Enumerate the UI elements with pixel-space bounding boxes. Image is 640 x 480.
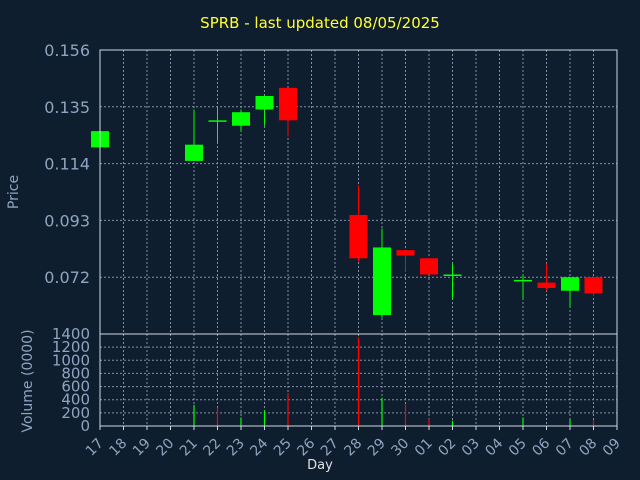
volume-tick-label: 800 bbox=[61, 364, 90, 382]
x-tick-label: 17 bbox=[83, 436, 107, 460]
x-tick-label: 04 bbox=[482, 435, 506, 459]
x-tick-label: 25 bbox=[271, 436, 295, 460]
candle-body bbox=[255, 95, 274, 110]
volume-tick-label: 1000 bbox=[52, 351, 90, 369]
volume-tick-label: 1400 bbox=[52, 325, 90, 343]
x-tick-label: 08 bbox=[576, 436, 600, 460]
candle-body bbox=[420, 258, 438, 275]
x-tick-label: 20 bbox=[153, 436, 177, 460]
x-axis-label: Day bbox=[307, 458, 333, 473]
x-tick-label: 22 bbox=[200, 436, 224, 460]
candle-body bbox=[514, 279, 532, 282]
x-tick-label: 30 bbox=[388, 436, 412, 460]
candle-body bbox=[232, 112, 250, 126]
candle-body bbox=[208, 120, 227, 122]
volume-tick-label: 200 bbox=[61, 404, 90, 422]
price-tick-label: 0.114 bbox=[44, 155, 90, 174]
volume-panel-frame bbox=[99, 333, 618, 427]
candle-body bbox=[443, 274, 462, 276]
volume-tick-label: 1200 bbox=[52, 338, 90, 356]
x-tick-label: 27 bbox=[318, 436, 342, 460]
x-tick-label: 21 bbox=[177, 436, 201, 460]
chart-title: SPRB - last updated 08/05/2025 bbox=[200, 14, 440, 32]
x-tick-label: 07 bbox=[553, 436, 577, 460]
price-tick-label: 0.156 bbox=[44, 41, 90, 60]
x-tick-label: 28 bbox=[341, 436, 365, 460]
price-tick-label: 0.135 bbox=[44, 98, 90, 117]
candle-body bbox=[279, 87, 297, 121]
x-tick-label: 09 bbox=[600, 436, 624, 460]
volume-tick-label: 400 bbox=[61, 391, 90, 409]
volume-tick-label: 0 bbox=[80, 417, 90, 435]
x-tick-label: 01 bbox=[412, 436, 436, 460]
x-tick-label: 18 bbox=[106, 436, 130, 460]
x-tick-label: 06 bbox=[529, 435, 553, 459]
candle-body bbox=[561, 277, 579, 291]
x-tick-label: 05 bbox=[506, 436, 530, 460]
x-tick-label: 29 bbox=[365, 436, 389, 460]
candle-body bbox=[185, 144, 203, 161]
candle-body bbox=[373, 247, 391, 316]
candle-body bbox=[584, 277, 603, 294]
x-tick-label: 03 bbox=[459, 436, 483, 460]
candle-body bbox=[537, 282, 556, 289]
x-tick-label: 19 bbox=[130, 436, 154, 460]
x-tick-label: 26 bbox=[294, 435, 318, 459]
volume-tick-label: 600 bbox=[61, 378, 90, 396]
price-tick-label: 0.093 bbox=[44, 211, 90, 230]
price-tick-label: 0.072 bbox=[44, 268, 90, 287]
x-tick-label: 02 bbox=[435, 436, 459, 460]
x-tick-label: 23 bbox=[224, 436, 248, 460]
x-tick-label: 24 bbox=[247, 435, 271, 459]
candle-body bbox=[349, 214, 368, 259]
candle-body bbox=[396, 250, 415, 256]
